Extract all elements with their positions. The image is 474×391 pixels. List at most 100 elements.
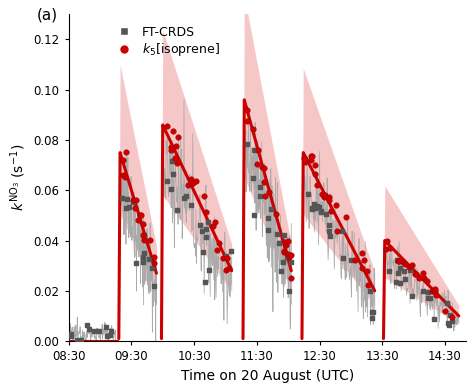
Point [339, 255, 347, 261]
Point [280, 249, 288, 255]
Point [129, 197, 137, 204]
Point [419, 288, 426, 294]
Point [125, 204, 133, 211]
Point [365, 282, 372, 288]
Point [300, 155, 308, 161]
Point [222, 267, 229, 274]
Point [256, 184, 264, 190]
Point [187, 176, 194, 182]
Point [254, 161, 261, 168]
Point [90, 328, 98, 334]
Point [264, 227, 272, 233]
Point [285, 288, 293, 294]
Point [317, 208, 325, 215]
Point [397, 280, 404, 287]
Point [164, 123, 171, 129]
Point [173, 160, 181, 167]
Point [85, 325, 92, 332]
Point [184, 182, 191, 188]
Point [168, 158, 175, 164]
Point [107, 328, 114, 334]
Point [319, 191, 326, 197]
Point [443, 300, 451, 307]
Point [411, 271, 419, 277]
Point [284, 237, 292, 244]
Point [283, 254, 291, 260]
Point [311, 171, 319, 177]
Point [137, 212, 144, 218]
Point [301, 155, 309, 161]
Point [321, 192, 329, 198]
Point [118, 195, 126, 201]
Point [347, 257, 355, 264]
Point [325, 228, 333, 234]
Point [448, 314, 456, 320]
Point [219, 255, 227, 261]
Point [172, 143, 180, 150]
Point [325, 194, 333, 201]
Point [430, 316, 438, 322]
Point [310, 201, 318, 207]
Point [163, 178, 171, 184]
Point [279, 258, 287, 265]
Point [251, 147, 258, 153]
Point [251, 212, 258, 218]
Point [201, 193, 208, 199]
Point [256, 193, 264, 199]
Point [212, 219, 219, 225]
Point [281, 232, 288, 239]
Point [423, 278, 430, 285]
Point [366, 288, 374, 294]
Point [169, 127, 177, 134]
Point [401, 276, 409, 282]
Point [169, 170, 177, 177]
Point [431, 286, 439, 292]
Point [131, 205, 139, 211]
Point [254, 147, 262, 153]
Point [243, 117, 251, 124]
Point [122, 149, 129, 155]
Point [140, 231, 147, 238]
Point [281, 248, 288, 254]
Point [67, 332, 75, 339]
Point [368, 314, 376, 321]
Point [283, 242, 290, 248]
Point [424, 295, 432, 301]
Point [431, 288, 438, 294]
Point [139, 259, 146, 265]
Point [132, 260, 139, 266]
Point [145, 256, 153, 262]
Point [106, 332, 113, 338]
Point [386, 268, 393, 274]
Point [73, 337, 81, 343]
Point [351, 256, 358, 263]
Point [171, 155, 179, 161]
Point [196, 221, 204, 228]
Point [448, 318, 456, 324]
Point [312, 162, 319, 169]
Point [189, 180, 197, 187]
Point [333, 228, 341, 234]
Point [123, 196, 130, 202]
Point [261, 193, 269, 199]
Point [308, 153, 315, 160]
Point [394, 258, 402, 265]
Point [132, 197, 140, 203]
Point [368, 309, 376, 316]
Point [139, 221, 147, 227]
Point [425, 289, 432, 295]
Point [213, 247, 221, 253]
Point [361, 257, 368, 263]
Point [308, 156, 315, 163]
Point [140, 234, 148, 240]
Point [338, 228, 346, 234]
Point [260, 165, 268, 171]
Point [287, 259, 295, 265]
Point [174, 134, 182, 140]
Point [267, 206, 275, 212]
Point [387, 244, 394, 251]
Point [264, 215, 272, 222]
Point [301, 159, 309, 165]
Point [308, 205, 316, 212]
Point [202, 209, 210, 215]
